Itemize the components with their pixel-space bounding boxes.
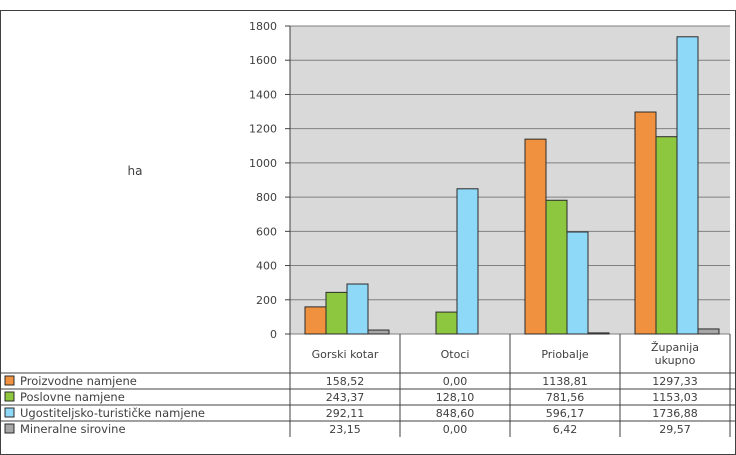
- y-tick-label: 1600: [249, 54, 277, 67]
- y-tick-label: 800: [256, 191, 277, 204]
- table-cell-value: 781,56: [546, 391, 585, 404]
- table-cell-value: 1736,88: [652, 407, 698, 420]
- bar: [634, 111, 657, 335]
- table-cell-value: 243,37: [326, 391, 365, 404]
- y-tick-label: 1400: [249, 88, 277, 101]
- y-tick-label: 1200: [249, 123, 277, 136]
- y-tick-label: 0: [270, 328, 277, 341]
- table-cell-value: 158,52: [326, 375, 365, 388]
- table-cell-value: 596,17: [546, 407, 585, 420]
- x-category-label: Otoci: [441, 348, 470, 361]
- table-cell-value: 0,00: [443, 375, 468, 388]
- table-cell-value: 1138,81: [542, 375, 588, 388]
- y-tick-label: 200: [256, 294, 277, 307]
- y-tick-label: 600: [256, 225, 277, 238]
- y-tick-label: 1000: [249, 157, 277, 170]
- table-cell-value: 848,60: [436, 407, 475, 420]
- bar: [545, 199, 568, 335]
- bar: [325, 291, 348, 335]
- legend-label: Mineralne sirovine: [20, 422, 126, 436]
- gridlines: [290, 25, 730, 335]
- legend-swatch: [4, 375, 15, 386]
- legend-swatch: [4, 391, 15, 402]
- bar: [676, 36, 699, 335]
- bar: [456, 188, 479, 335]
- bar: [587, 332, 610, 335]
- bar: [566, 231, 589, 335]
- bars: [304, 36, 720, 335]
- y-tick-label: 400: [256, 260, 277, 273]
- legend-label: Ugostiteljsko-turističke namjene: [20, 406, 205, 420]
- bar: [435, 311, 458, 335]
- table-cell-value: 6,42: [553, 423, 578, 436]
- table-cell-value: 29,57: [659, 423, 691, 436]
- x-category-label: ukupno: [655, 354, 696, 367]
- bar: [346, 283, 369, 335]
- table-cell-value: 1153,03: [652, 391, 698, 404]
- y-tick-label: 1800: [249, 20, 277, 33]
- table-cell-value: 0,00: [443, 423, 468, 436]
- bar: [697, 328, 720, 335]
- x-category-label: Gorski kotar: [312, 348, 379, 361]
- bar: [524, 138, 547, 335]
- data-table: Gorski kotar Otoci Priobalje Županijaukupno…: [0, 334, 736, 437]
- table-cell-value: 23,15: [329, 423, 361, 436]
- table-cell-value: 292,11: [326, 407, 365, 420]
- table-cell-value: 128,10: [436, 391, 475, 404]
- x-category-label: Priobalje: [541, 348, 589, 361]
- bar: [655, 136, 678, 335]
- legend-label: Poslovne namjene: [20, 390, 125, 404]
- table-cell-value: 1297,33: [652, 375, 698, 388]
- y-axis-label: ha: [128, 164, 143, 178]
- x-category-label: Županija: [651, 341, 699, 354]
- bar: [367, 329, 390, 335]
- legend-swatch: [4, 423, 15, 434]
- bar: [304, 306, 327, 335]
- y-axis: 0 200 400 600 800 1000 1200 1400 1600 1800: [249, 20, 291, 341]
- legend-swatch: [4, 407, 15, 418]
- legend-label: Proizvodne namjene: [20, 374, 137, 388]
